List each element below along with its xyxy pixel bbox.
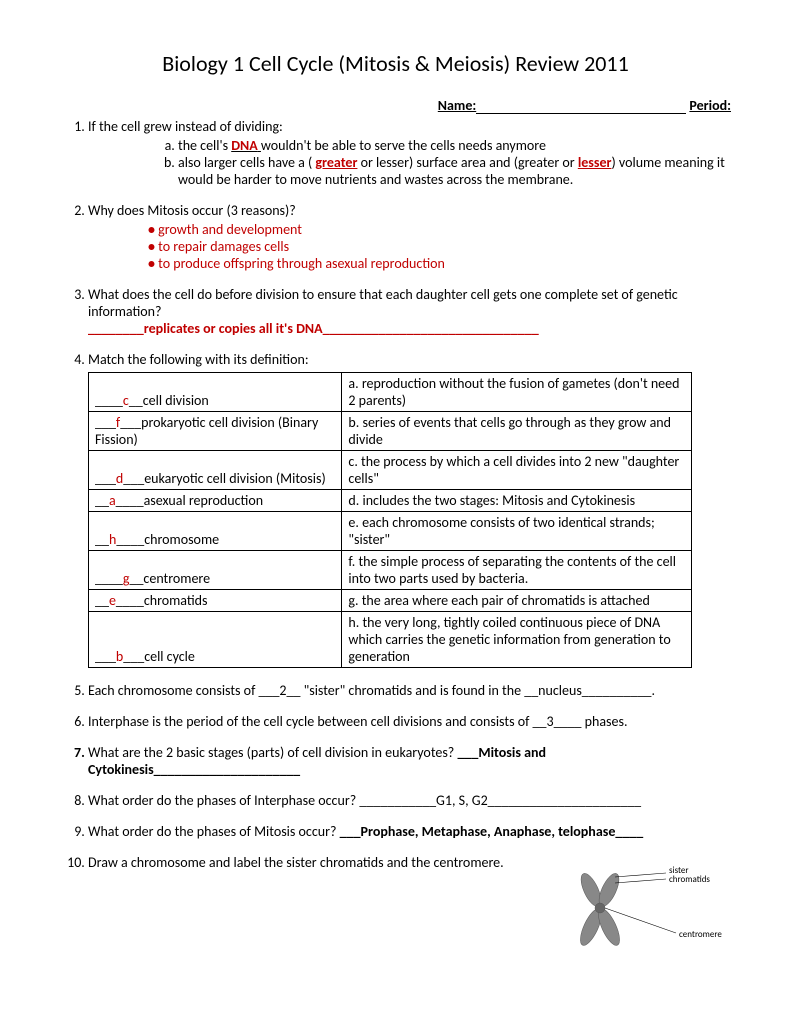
q1-a-answer: DNA — [231, 137, 258, 154]
match-definition: g. the area where each pair of chromatid… — [342, 590, 692, 612]
page-title: Biology 1 Cell Cycle (Mitosis & Meiosis)… — [60, 50, 731, 77]
q1-text: If the cell grew instead of dividing: — [88, 118, 283, 135]
match-definition: a. reproduction without the fusion of ga… — [342, 373, 692, 412]
match-term: ____g__centromere — [89, 551, 342, 590]
q9-text: What order do the phases of Mitosis occu… — [88, 823, 340, 840]
q1-b: also larger cells have a ( greater or le… — [178, 154, 731, 188]
match-term: ___d___eukaryotic cell division (Mitosis… — [89, 451, 342, 490]
q2-text: Why does Mitosis occur (3 reasons)? — [88, 202, 296, 219]
chromosome-diagram: sister chromatids centromere — [60, 885, 731, 965]
q4-text: Match the following with its definition: — [88, 351, 309, 368]
match-definition: b. series of events that cells go throug… — [342, 412, 692, 451]
q2-reason-2: to repair damages cells — [148, 238, 731, 255]
table-row: ____g__centromeref. the simple process o… — [89, 551, 692, 590]
table-row: __h____chromosomee. each chromosome cons… — [89, 512, 692, 551]
question-6: Interphase is the period of the cell cyc… — [88, 713, 731, 730]
table-row: __a____asexual reproductiond. includes t… — [89, 490, 692, 512]
name-period-line: Name: Period: — [60, 97, 731, 114]
matching-table: ____c__cell divisiona. reproduction with… — [88, 372, 692, 668]
match-definition: h. the very long, tightly coiled continu… — [342, 612, 692, 668]
q9-answer: ___Prophase, Metaphase, Anaphase, teloph… — [340, 823, 644, 840]
match-definition: e. each chromosome consists of two ident… — [342, 512, 692, 551]
question-5: Each chromosome consists of ___2__ "sist… — [88, 682, 731, 699]
table-row: ___b___cell cycleh. the very long, tight… — [89, 612, 692, 668]
q8-text: What order do the phases of Interphase o… — [88, 792, 359, 809]
table-row: ___d___eukaryotic cell division (Mitosis… — [89, 451, 692, 490]
match-term: __a____asexual reproduction — [89, 490, 342, 512]
q1-a: the cell's DNA wouldn't be able to serve… — [178, 137, 731, 154]
match-definition: d. includes the two stages: Mitosis and … — [342, 490, 692, 512]
question-4: Match the following with its definition:… — [88, 351, 731, 668]
match-term: ___f___prokaryotic cell division (Binary… — [89, 412, 342, 451]
question-1: If the cell grew instead of dividing: th… — [88, 118, 731, 188]
question-8: What order do the phases of Interphase o… — [88, 792, 731, 809]
q3-text: What does the cell do before division to… — [88, 286, 678, 320]
diagram-label-chromatids: chromatids — [669, 874, 710, 885]
q1-b-answer1: greater — [315, 154, 357, 171]
match-definition: c. the process by which a cell divides i… — [342, 451, 692, 490]
question-3: What does the cell do before division to… — [88, 286, 731, 337]
chromosome-icon: sister chromatids centromere — [551, 865, 731, 955]
q2-reason-3: to produce offspring through asexual rep… — [148, 255, 731, 272]
match-term: __h____chromosome — [89, 512, 342, 551]
question-9: What order do the phases of Mitosis occu… — [88, 823, 731, 840]
table-row: __e____chromatidsg. the area where each … — [89, 590, 692, 612]
match-term: ____c__cell division — [89, 373, 342, 412]
q1-b-answer2: lesser — [578, 154, 612, 171]
q2-reason-1: growth and development — [148, 221, 731, 238]
match-term: __e____chromatids — [89, 590, 342, 612]
q7-text: What are the 2 basic stages (parts) of c… — [88, 744, 457, 761]
match-definition: f. the simple process of separating the … — [342, 551, 692, 590]
question-2: Why does Mitosis occur (3 reasons)? grow… — [88, 202, 731, 272]
match-term: ___b___cell cycle — [89, 612, 342, 668]
q3-answer: replicates or copies all it's DNA — [144, 320, 323, 337]
table-row: ____c__cell divisiona. reproduction with… — [89, 373, 692, 412]
period-label: Period: — [689, 97, 731, 114]
table-row: ___f___prokaryotic cell division (Binary… — [89, 412, 692, 451]
name-label: Name: — [438, 97, 476, 114]
question-7: What are the 2 basic stages (parts) of c… — [88, 744, 731, 778]
diagram-label-centromere: centromere — [679, 929, 722, 940]
q8-answer: ___________G1, S, G2____________________… — [359, 792, 641, 809]
